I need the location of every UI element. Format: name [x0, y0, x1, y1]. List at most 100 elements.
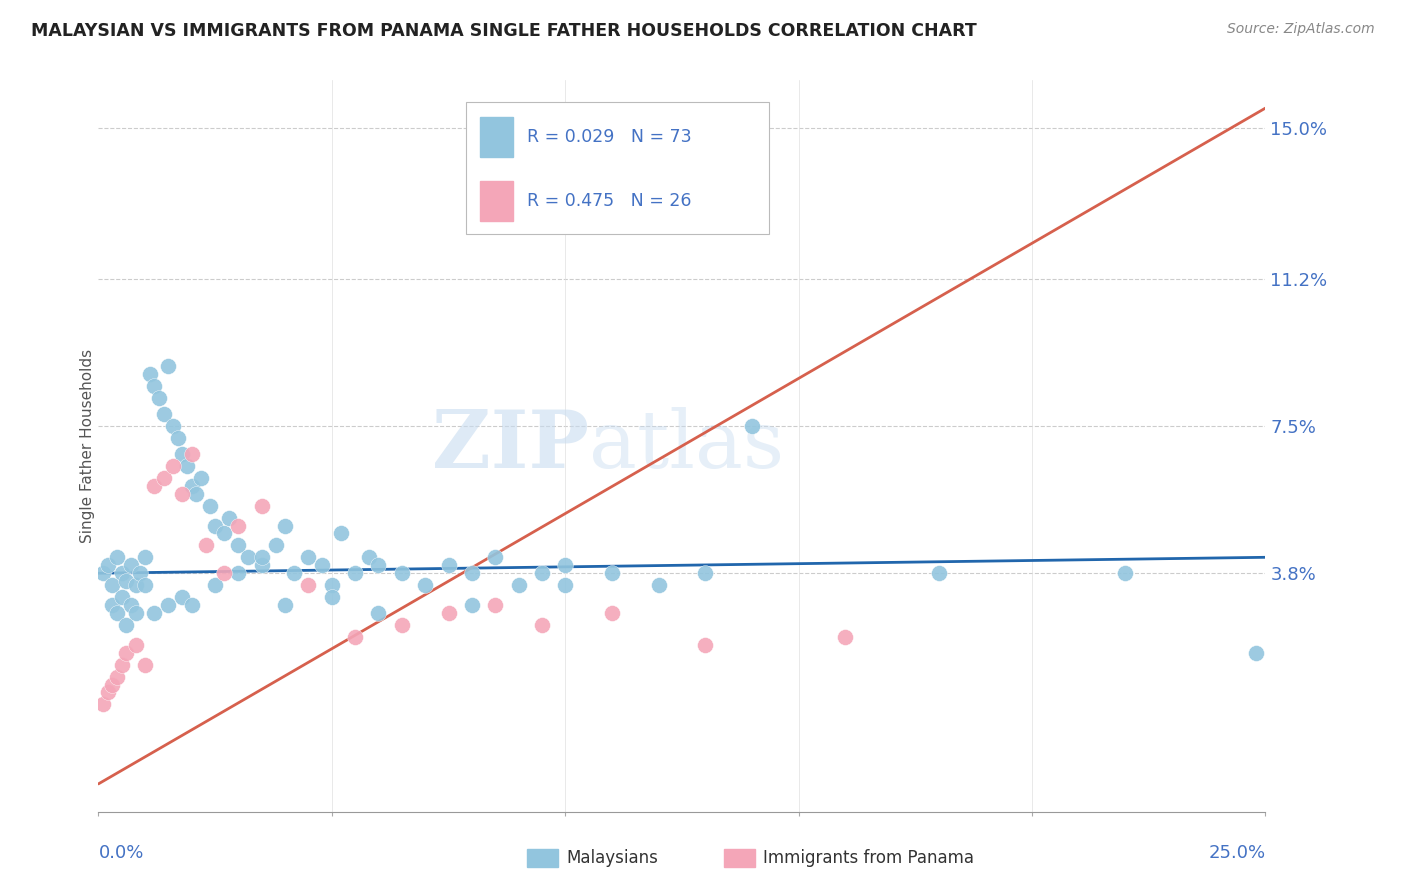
Point — [125, 638, 148, 652]
Point — [143, 479, 166, 493]
Point — [139, 368, 162, 382]
Point — [250, 499, 273, 513]
Point — [134, 657, 156, 672]
Point — [695, 566, 717, 581]
Point — [647, 578, 669, 592]
Point — [228, 518, 250, 533]
Point — [600, 566, 623, 581]
Text: R = 0.475   N = 26: R = 0.475 N = 26 — [527, 192, 692, 210]
Text: 0.0%: 0.0% — [98, 844, 143, 862]
Point — [508, 578, 530, 592]
Point — [554, 558, 576, 573]
Point — [180, 479, 202, 493]
Point — [228, 566, 250, 581]
Point — [695, 638, 717, 652]
Point — [461, 566, 484, 581]
Point — [554, 578, 576, 592]
Point — [1114, 566, 1136, 581]
Point — [321, 578, 343, 592]
Text: R = 0.029   N = 73: R = 0.029 N = 73 — [527, 128, 692, 146]
Point — [125, 578, 148, 592]
Point — [172, 486, 194, 500]
Point — [105, 550, 128, 565]
Text: Immigrants from Panama: Immigrants from Panama — [763, 849, 974, 867]
Point — [120, 558, 142, 573]
Point — [214, 566, 236, 581]
Point — [194, 538, 217, 552]
Point — [166, 431, 188, 445]
Point — [91, 698, 114, 712]
Point — [91, 566, 114, 581]
Point — [101, 598, 124, 612]
Point — [530, 618, 553, 632]
Point — [367, 606, 389, 620]
Point — [134, 550, 156, 565]
Point — [200, 499, 222, 513]
Point — [228, 538, 250, 552]
Point — [250, 550, 273, 565]
Point — [157, 359, 180, 374]
Point — [162, 419, 184, 434]
Point — [97, 685, 120, 699]
Point — [344, 566, 367, 581]
Point — [741, 419, 763, 434]
Point — [484, 550, 506, 565]
Point — [311, 558, 333, 573]
Point — [111, 657, 134, 672]
Point — [134, 578, 156, 592]
Point — [176, 458, 198, 473]
Point — [172, 447, 194, 461]
Point — [115, 646, 138, 660]
Text: ZIP: ZIP — [432, 407, 589, 485]
Point — [152, 471, 174, 485]
FancyBboxPatch shape — [465, 103, 769, 234]
Point — [120, 598, 142, 612]
Point — [461, 598, 484, 612]
Point — [143, 606, 166, 620]
Point — [186, 486, 208, 500]
Point — [344, 630, 367, 644]
Point — [172, 590, 194, 604]
Text: Malaysians: Malaysians — [567, 849, 658, 867]
Point — [484, 598, 506, 612]
Point — [180, 447, 202, 461]
Point — [391, 566, 413, 581]
Point — [236, 550, 259, 565]
Point — [214, 526, 236, 541]
Bar — [479, 117, 513, 158]
Point — [437, 606, 460, 620]
Point — [157, 598, 180, 612]
Point — [297, 550, 319, 565]
Point — [115, 574, 138, 589]
Point — [152, 407, 174, 421]
Text: 25.0%: 25.0% — [1208, 844, 1265, 862]
Point — [437, 558, 460, 573]
Text: Source: ZipAtlas.com: Source: ZipAtlas.com — [1227, 22, 1375, 37]
Point — [330, 526, 353, 541]
Point — [297, 578, 319, 592]
Point — [530, 566, 553, 581]
Point — [162, 458, 184, 473]
Point — [283, 566, 305, 581]
Point — [204, 518, 226, 533]
Point — [359, 550, 381, 565]
Point — [111, 590, 134, 604]
Point — [274, 598, 297, 612]
Point — [928, 566, 950, 581]
Point — [111, 566, 134, 581]
Point — [180, 598, 202, 612]
Point — [101, 578, 124, 592]
Point — [105, 669, 128, 683]
Point — [97, 558, 120, 573]
Point — [834, 630, 856, 644]
Point — [101, 677, 124, 691]
Point — [413, 578, 436, 592]
Point — [321, 590, 343, 604]
Point — [129, 566, 152, 581]
Point — [1244, 646, 1267, 660]
Point — [250, 558, 273, 573]
Point — [391, 618, 413, 632]
Point — [143, 379, 166, 393]
Point — [274, 518, 297, 533]
Text: atlas: atlas — [589, 407, 783, 485]
